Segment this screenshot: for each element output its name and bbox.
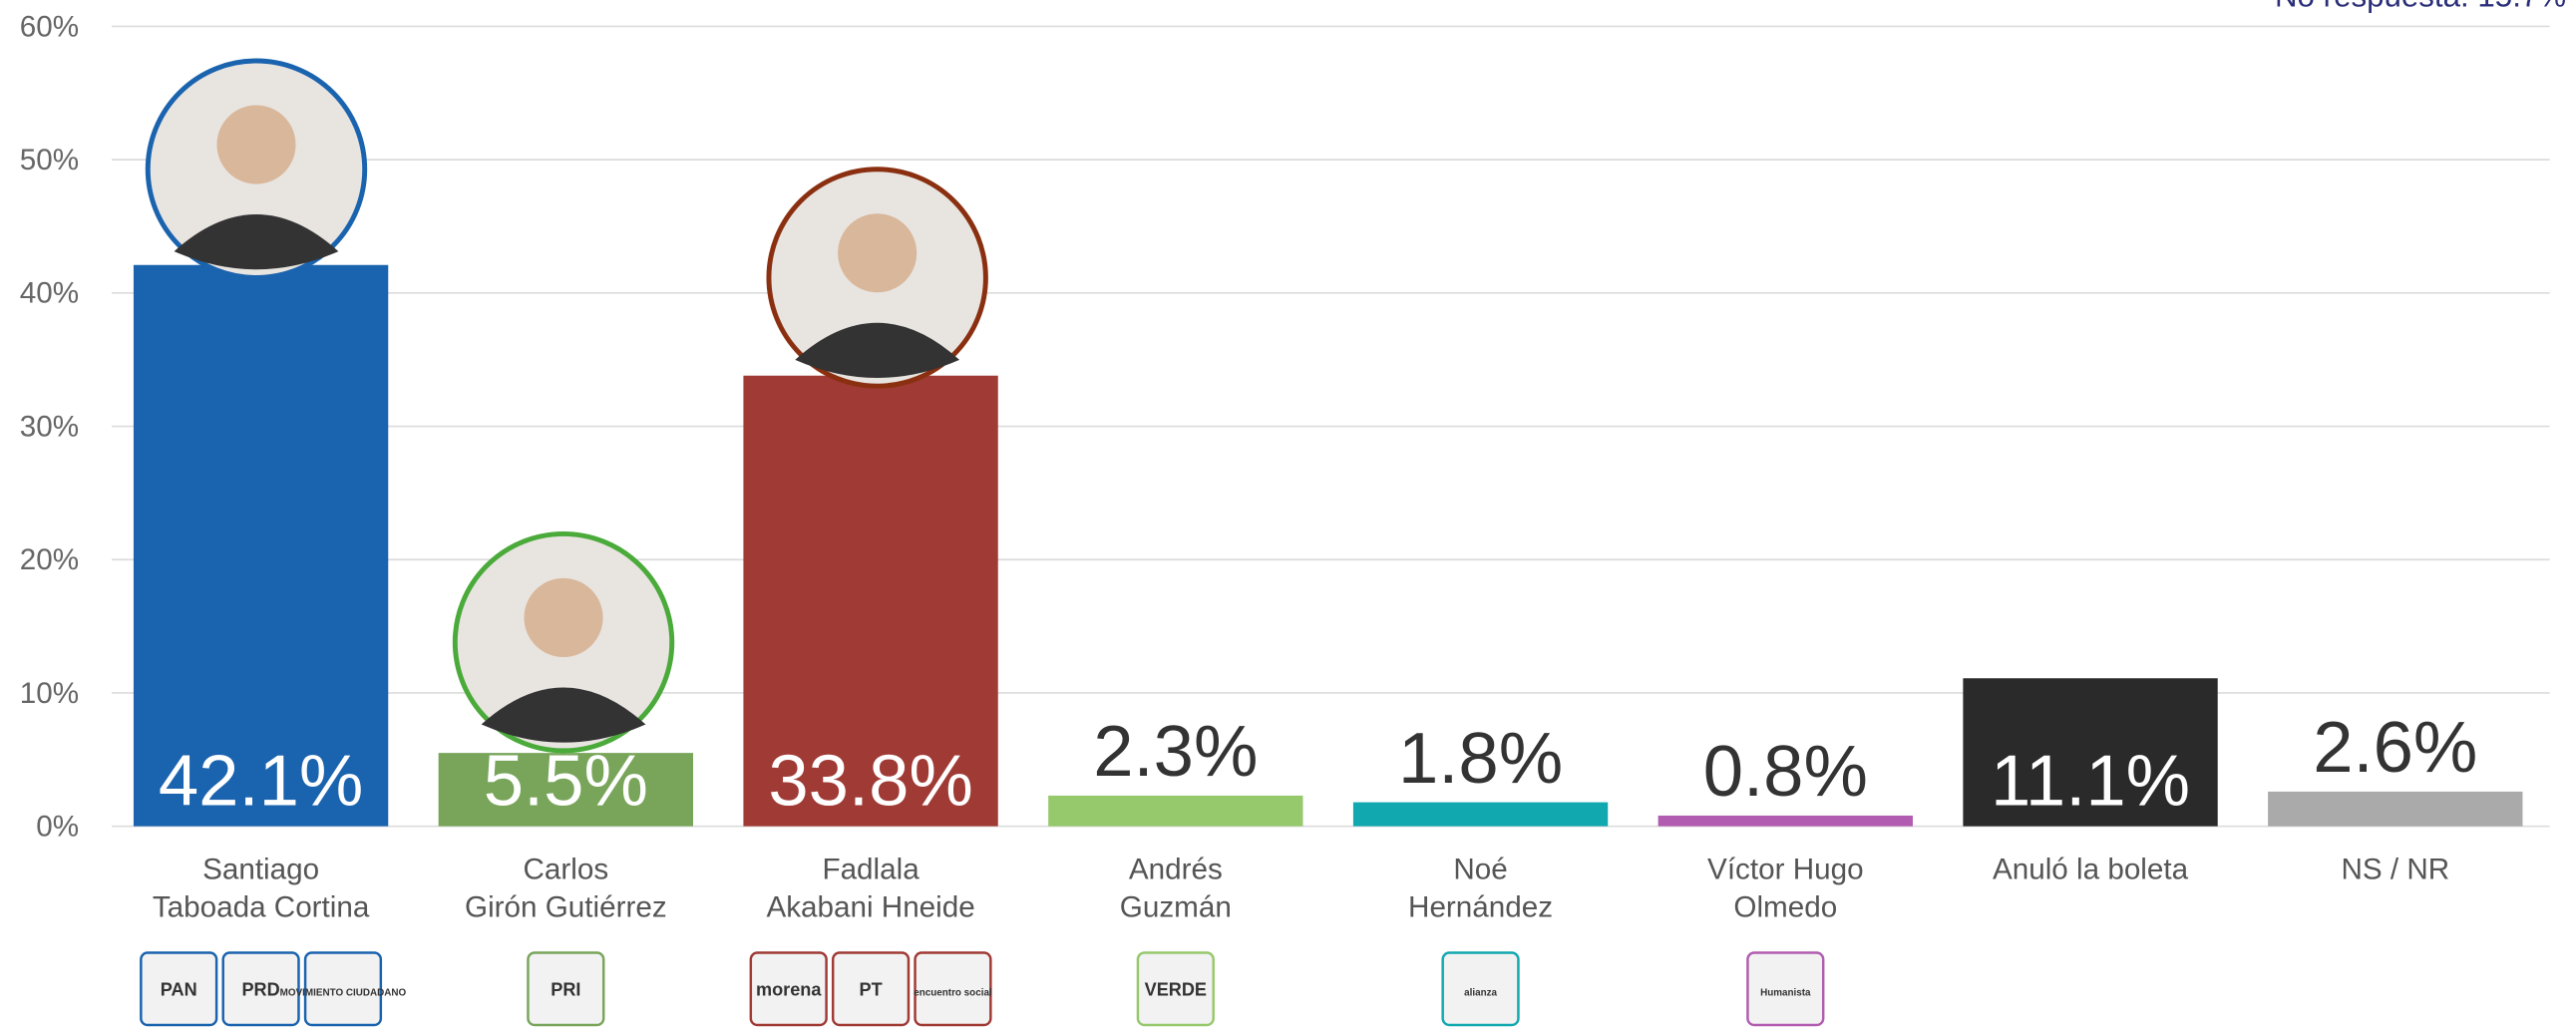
x-tick-line: Guzmán (1120, 890, 1232, 923)
x-tick-label: Víctor Hugo Olmedo (1707, 853, 1864, 923)
party-logo-text: PRI (551, 979, 580, 999)
y-tick-label: 10% (20, 677, 79, 710)
bar (1048, 795, 1303, 827)
x-tick-line: Akabani Hneide (766, 890, 974, 923)
value-label: 0.8% (1703, 731, 1868, 812)
bar (2268, 791, 2523, 827)
y-tick-label: 0% (36, 811, 79, 844)
photo-body (174, 214, 339, 270)
x-tick-line: Anuló la boleta (1993, 853, 2189, 885)
x-tick-line: Noé (1453, 853, 1507, 885)
party-logo (140, 951, 218, 1027)
photo-body (795, 322, 960, 378)
party-logo (1136, 951, 1215, 1027)
x-tick-line: Santiago (202, 853, 319, 885)
party-logo (749, 951, 828, 1027)
photo-head (216, 105, 296, 184)
party-logo (1746, 951, 1825, 1027)
x-tick-line: Fadlala (822, 853, 920, 885)
x-tick-label: Anuló la boleta (1993, 853, 2189, 885)
x-tick-line: Taboada Cortina (153, 890, 370, 923)
value-label: 1.8% (1398, 718, 1563, 799)
x-tick-line: Andrés (1129, 853, 1223, 885)
x-tick-line: Olmedo (1733, 890, 1837, 923)
value-label: 33.8% (768, 740, 972, 821)
y-tick-label: 30% (20, 410, 79, 443)
party-logo (221, 951, 300, 1027)
bar (133, 264, 389, 827)
x-tick-line: Carlos (524, 853, 609, 885)
party-logo-text: PAN (161, 979, 197, 999)
y-tick-label: 40% (20, 277, 79, 310)
photo-head (838, 213, 918, 293)
y-tick-label: 60% (20, 10, 79, 43)
x-tick-label: Carlos Girón Gutiérrez (465, 853, 667, 923)
value-label: 11.1% (1991, 740, 2190, 821)
x-tick-line: Víctor Hugo (1707, 853, 1864, 885)
photo-head (524, 577, 603, 657)
party-logo (914, 951, 992, 1027)
y-tick-label: 50% (20, 144, 79, 176)
x-tick-line: Girón Gutiérrez (465, 890, 667, 923)
party-logo (303, 951, 383, 1027)
x-tick-label: NS / NR (2341, 853, 2449, 885)
bar (1352, 802, 1609, 827)
bar (1963, 678, 2218, 827)
party-logo-text: encuentro social (914, 987, 992, 998)
photo-body (481, 687, 646, 743)
value-label: 5.5% (484, 740, 648, 821)
party-logo-text: alianza (1464, 987, 1497, 998)
party-logo (527, 951, 605, 1027)
value-label: 2.6% (2313, 707, 2477, 788)
x-tick-label: Andrés Guzmán (1120, 853, 1232, 923)
party-logo-text: PRD (241, 979, 279, 999)
party-logo-text: VERDE (1145, 979, 1207, 999)
bar (743, 375, 998, 827)
value-label: 42.1% (159, 740, 363, 821)
y-tick-label: 20% (20, 543, 79, 576)
annotation: No respuesta: 15.7% (2275, 0, 2566, 14)
bar (438, 753, 694, 827)
party-logo-text: Humanista (1760, 987, 1811, 998)
x-tick-label: Santiago Taboada Cortina (153, 853, 370, 923)
party-logo (1441, 951, 1520, 1027)
value-label: 2.3% (1093, 711, 1258, 792)
bar (1657, 815, 1913, 827)
x-tick-label: Fadlala Akabani Hneide (766, 853, 974, 923)
party-logo (831, 951, 911, 1027)
party-logo-text: MOVIMIENTO CIUDADANO (280, 987, 407, 998)
x-tick-label: Noé Hernández (1408, 853, 1553, 923)
party-logo-text: morena (756, 979, 822, 999)
party-logo-text: PT (860, 979, 883, 999)
x-tick-line: Hernández (1408, 890, 1553, 923)
x-tick-line: NS / NR (2341, 853, 2449, 885)
